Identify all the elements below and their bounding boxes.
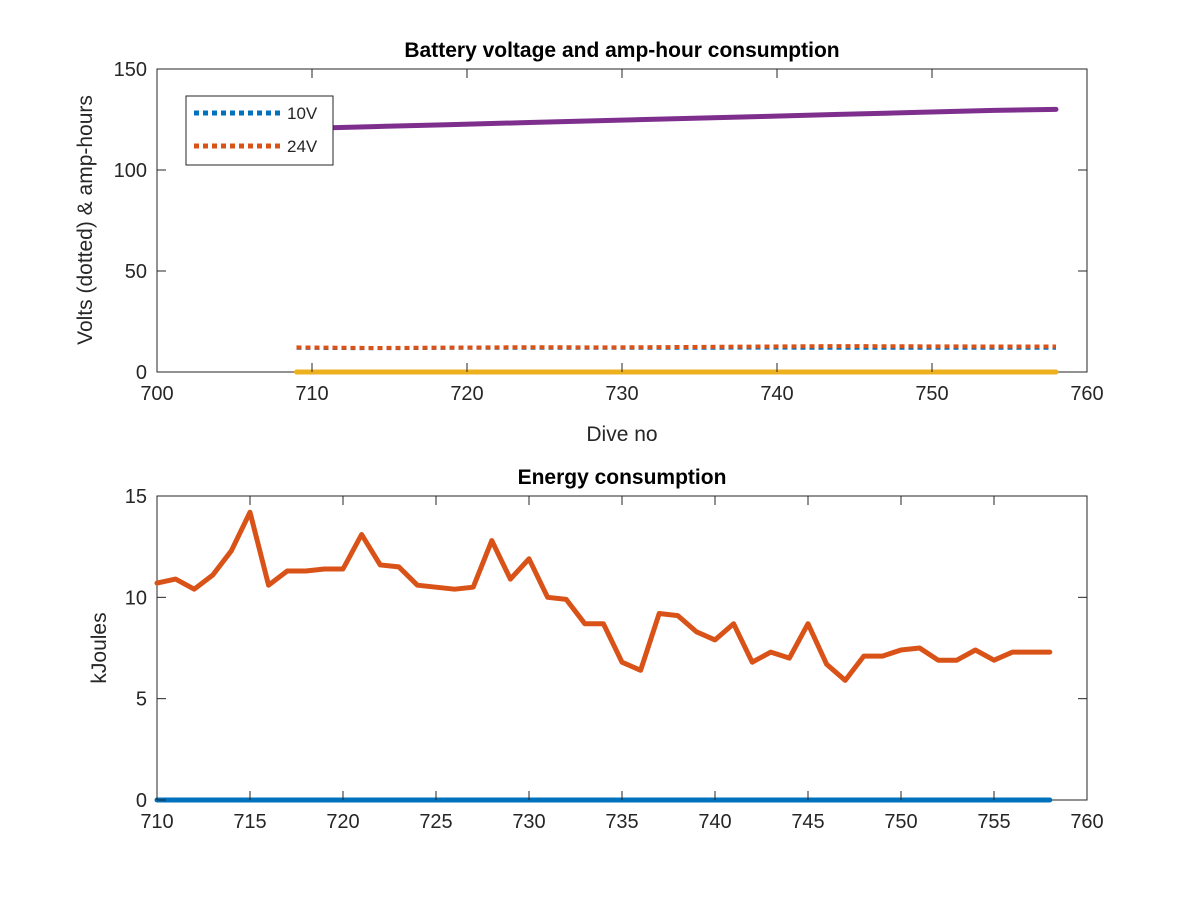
top-xtick-label: 730	[605, 383, 638, 405]
bottom-xtick-label: 720	[326, 811, 359, 833]
top-xtick-label: 750	[915, 383, 948, 405]
top-ytick-label: 100	[114, 160, 147, 182]
top-series-line-24v	[296, 344, 1056, 350]
top-xtick-label: 700	[140, 383, 173, 405]
battery-voltage-plot: 700 710 720 730 740 750 760 0 50 100 150 Battery v…	[74, 39, 1104, 446]
bottom-xtick-label: 725	[419, 811, 452, 833]
top-ytick-label: 50	[125, 261, 147, 283]
top-xtick-label: 720	[450, 383, 483, 405]
bottom-ytick-label: 5	[136, 689, 147, 711]
top-xtick-label: 740	[760, 383, 793, 405]
top-ytick-label: 0	[136, 362, 147, 384]
top-plot-legend: 10V 24V	[185, 95, 334, 166]
top-xtick-label: 760	[1070, 383, 1103, 405]
top-plot-series	[294, 106, 1059, 375]
bottom-xtick-label: 710	[140, 811, 173, 833]
top-plot-ylabel: Volts (dotted) & amp-hours	[74, 95, 97, 345]
bottom-xtick-label: 750	[884, 811, 917, 833]
top-plot-xlabel: Dive no	[586, 423, 657, 446]
energy-consumption-plot: 710 715 720 725 730 735 740 745 750 755 760051015 …	[88, 466, 1104, 833]
legend-box	[185, 95, 334, 166]
bottom-plot-title: Energy consumption	[518, 466, 727, 489]
bottom-plot-area	[156, 495, 1088, 801]
bottom-xtick-label: 755	[977, 811, 1010, 833]
top-xtick-label: 710	[295, 383, 328, 405]
top-series-line-3	[294, 106, 1059, 132]
legend-label-10v: 10V	[287, 104, 318, 123]
top-ytick-label: 150	[114, 59, 147, 81]
bottom-ytick-label: 0	[136, 790, 147, 812]
bottom-xtick-label: 735	[605, 811, 638, 833]
bottom-xtick-label: 745	[791, 811, 824, 833]
bottom-xtick-label: 760	[1070, 811, 1103, 833]
top-plot-title: Battery voltage and amp-hour consumption	[404, 39, 839, 62]
bottom-xtick-label: 730	[512, 811, 545, 833]
top-plot-ticks: 700 710 720 730 740 750 760 0 50 100 150	[114, 59, 1104, 405]
bottom-ytick-label: 10	[125, 587, 147, 609]
bottom-xtick-label: 715	[233, 811, 266, 833]
bottom-plot-ylabel: kJoules	[88, 612, 111, 683]
bottom-xtick-label: 740	[698, 811, 731, 833]
bottom-ytick-label: 15	[125, 486, 147, 508]
bottom-series-line-1	[154, 509, 1053, 683]
legend-label-24v: 24V	[287, 137, 318, 156]
bottom-plot-ticks: 710 715 720 725 730 735 740 745 750 755 760 0 5 10 15	[125, 486, 1104, 833]
